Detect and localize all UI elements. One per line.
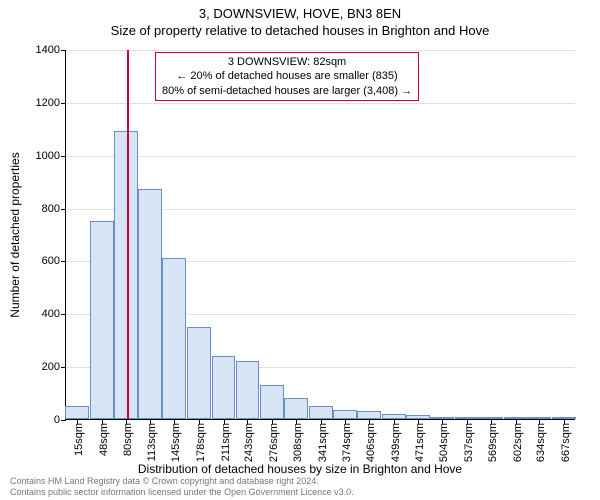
histogram-bar	[114, 131, 138, 419]
histogram-bar	[187, 327, 211, 420]
y-axis-label: Number of detached properties	[8, 152, 22, 317]
xtick-label: 341sqm	[317, 423, 329, 462]
histogram-bar	[284, 398, 308, 419]
xtick-label: 504sqm	[438, 423, 450, 462]
footer-line-1: Contains HM Land Registry data © Crown c…	[10, 476, 354, 487]
gridline	[66, 50, 575, 51]
chart-title-block: 3, DOWNSVIEW, HOVE, BN3 8EN Size of prop…	[0, 0, 600, 38]
ytick-label: 1200	[36, 97, 66, 109]
xtick-label: 602sqm	[512, 423, 524, 462]
xtick-label: 80sqm	[122, 423, 134, 456]
gridline	[66, 156, 575, 157]
xtick-label: 308sqm	[292, 423, 304, 462]
histogram-bar	[90, 221, 114, 419]
property-marker-line	[127, 50, 129, 419]
footer-attribution: Contains HM Land Registry data © Crown c…	[10, 476, 354, 498]
title-line-1: 3, DOWNSVIEW, HOVE, BN3 8EN	[0, 6, 600, 21]
xtick-label: 374sqm	[341, 423, 353, 462]
property-annotation-box: 3 DOWNSVIEW: 82sqm ← 20% of detached hou…	[155, 52, 419, 101]
xtick-label: 178sqm	[195, 423, 207, 462]
ytick-label: 400	[42, 308, 66, 320]
ytick-label: 200	[42, 361, 66, 373]
xtick-label: 48sqm	[98, 423, 110, 456]
histogram-bar	[236, 361, 260, 419]
annotation-line-1: 3 DOWNSVIEW: 82sqm	[162, 55, 412, 69]
xtick-label: 667sqm	[560, 423, 572, 462]
histogram-bar	[162, 258, 186, 419]
gridline	[66, 103, 575, 104]
histogram-bar	[212, 356, 236, 419]
ytick-label: 600	[42, 255, 66, 267]
ytick-label: 1000	[36, 150, 66, 162]
title-line-2: Size of property relative to detached ho…	[0, 23, 600, 38]
xtick-label: 569sqm	[487, 423, 499, 462]
histogram-plot-area: 3 DOWNSVIEW: 82sqm ← 20% of detached hou…	[65, 50, 575, 420]
xtick-label: 471sqm	[414, 423, 426, 462]
ytick-label: 1400	[36, 44, 66, 56]
xtick-label: 276sqm	[268, 423, 280, 462]
xtick-label: 15sqm	[73, 423, 85, 456]
xtick-label: 406sqm	[365, 423, 377, 462]
xtick-label: 439sqm	[390, 423, 402, 462]
annotation-line-2: ← 20% of detached houses are smaller (83…	[162, 69, 412, 83]
histogram-bar	[260, 385, 284, 419]
footer-line-2: Contains public sector information licen…	[10, 487, 354, 498]
histogram-bar	[309, 406, 333, 419]
histogram-bar	[357, 411, 381, 419]
histogram-bar	[138, 189, 162, 419]
xtick-label: 113sqm	[146, 423, 158, 461]
annotation-line-3: 80% of semi-detached houses are larger (…	[162, 84, 412, 98]
xtick-label: 145sqm	[170, 423, 182, 462]
xtick-label: 243sqm	[243, 423, 255, 462]
ytick-label: 0	[54, 414, 66, 426]
histogram-bar	[333, 410, 357, 419]
ytick-label: 800	[42, 203, 66, 215]
histogram-bar	[65, 406, 89, 419]
xtick-label: 634sqm	[535, 423, 547, 462]
xtick-label: 211sqm	[220, 423, 232, 461]
x-axis-label: Distribution of detached houses by size …	[0, 462, 600, 476]
xtick-label: 537sqm	[463, 423, 475, 462]
